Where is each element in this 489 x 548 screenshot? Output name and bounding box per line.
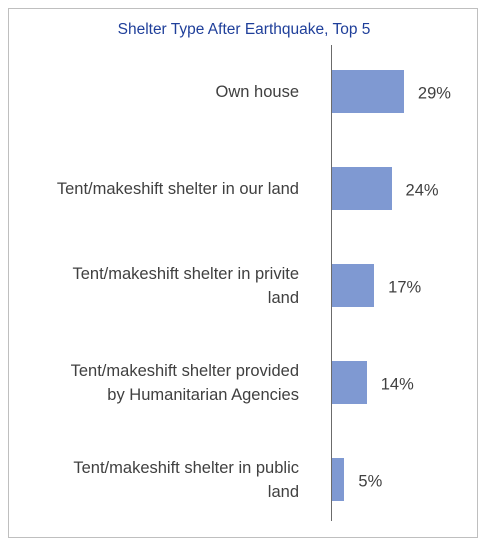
value-label: 29% xyxy=(417,84,451,102)
category-label: Tent/makeshift shelter in privite land xyxy=(72,264,299,307)
chart-title: Shelter Type After Earthquake, Top 5 xyxy=(117,21,371,38)
category-label: Tent/makeshift shelter provided by Human… xyxy=(70,361,299,404)
chart: Shelter Type After Earthquake, Top 5 Own… xyxy=(8,8,478,538)
category-label: Tent/makeshift shelter in our land xyxy=(56,179,299,198)
category-label: Tent/makeshift shelter in public land xyxy=(73,458,299,501)
value-label: 24% xyxy=(405,181,439,199)
value-label: 14% xyxy=(380,375,414,393)
bar xyxy=(332,264,375,307)
axis-line xyxy=(331,45,332,521)
bar xyxy=(332,167,392,210)
bar xyxy=(332,361,367,404)
bar xyxy=(332,458,345,501)
value-label: 5% xyxy=(358,472,383,490)
category-label: Own house xyxy=(215,82,299,101)
bar xyxy=(332,70,404,113)
value-label: 17% xyxy=(388,278,422,296)
